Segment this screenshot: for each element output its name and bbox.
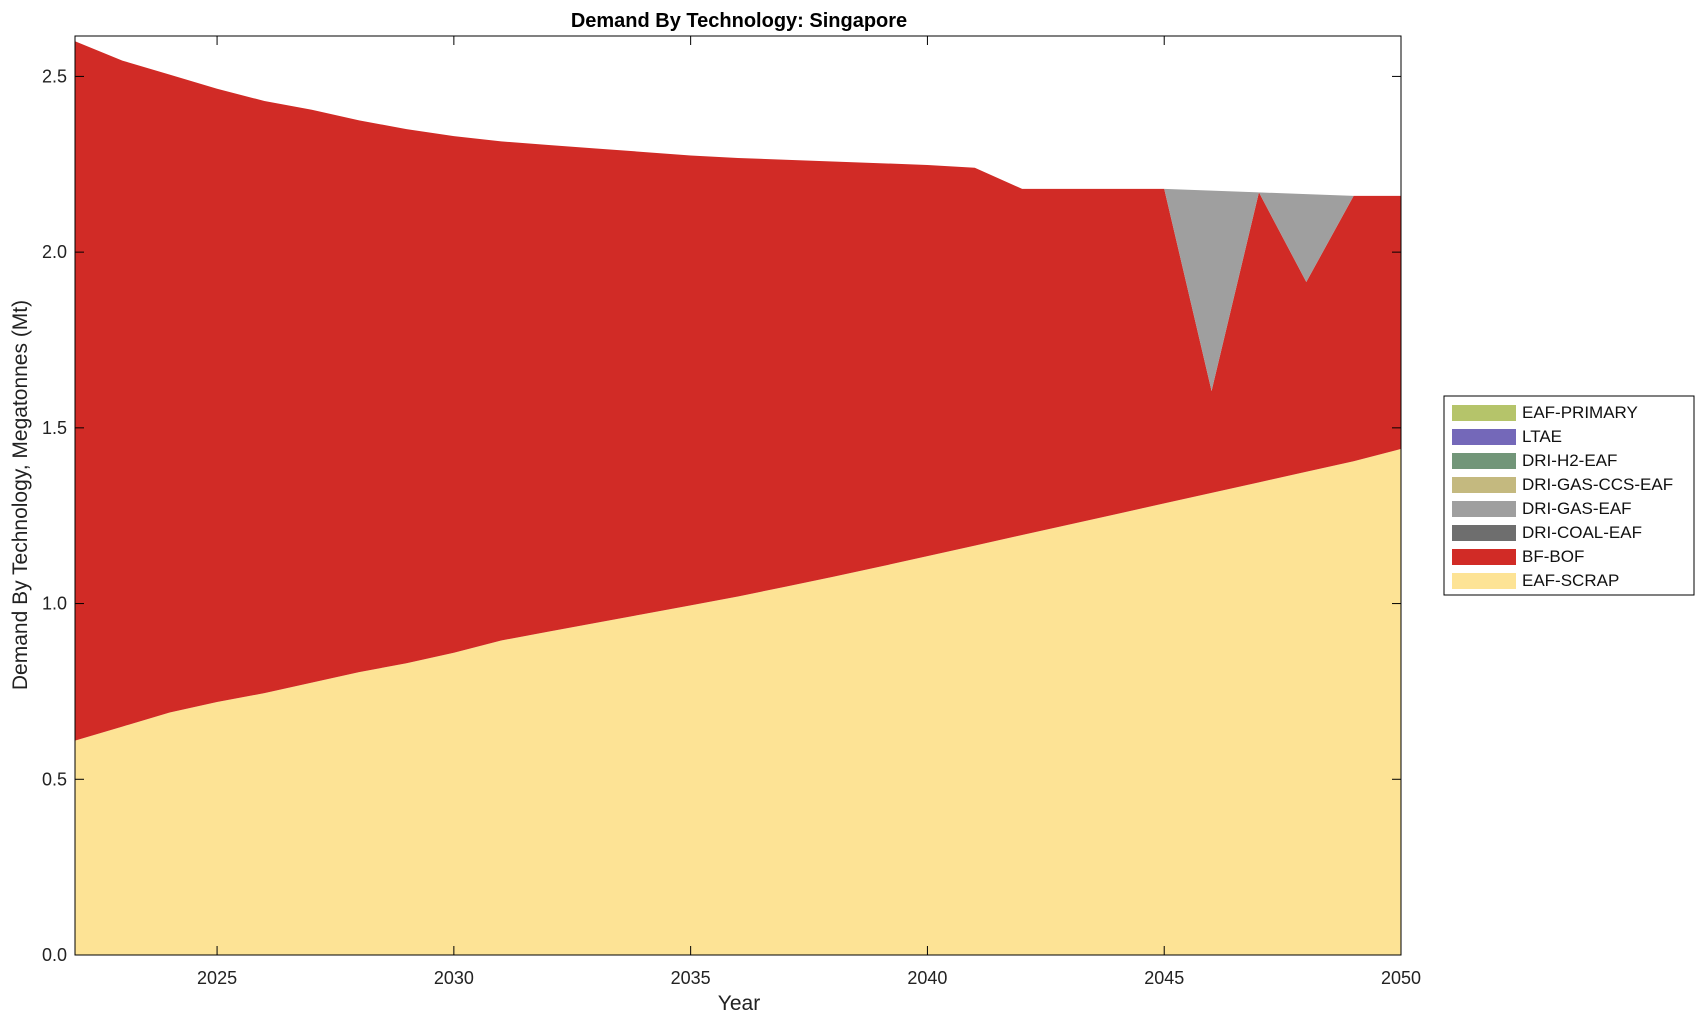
legend-swatch [1452,453,1516,469]
plot-areas [75,41,1401,955]
legend-swatch [1452,405,1516,421]
x-tick-label: 2030 [434,968,474,988]
legend-swatch [1452,501,1516,517]
legend-label: DRI-GAS-CCS-EAF [1522,475,1673,494]
x-tick-label: 2045 [1144,968,1184,988]
x-tick-label: 2035 [671,968,711,988]
y-tick-label: 0.5 [42,769,67,789]
legend-label: DRI-H2-EAF [1522,451,1617,470]
area-bf-bof [75,41,1401,741]
x-tick-label: 2025 [197,968,237,988]
y-axis-label: Demand By Technology, Megatonnes (Mt) [9,300,32,690]
x-tick-label: 2040 [907,968,947,988]
legend-label: DRI-GAS-EAF [1522,499,1632,518]
y-tick-label: 1.5 [42,418,67,438]
legend-swatch [1452,429,1516,445]
legend-label: DRI-COAL-EAF [1522,523,1642,542]
legend-swatch [1452,549,1516,565]
legend-swatch [1452,573,1516,589]
legend: EAF-PRIMARY LTAE DRI-H2-EAF DRI-GAS-CCS-EAF… [1443,395,1695,596]
x-tick-label: 2050 [1381,968,1421,988]
legend-label: EAF-SCRAP [1522,571,1619,590]
y-tick-label: 2.0 [42,242,67,262]
legend-label: LTAE [1522,427,1562,446]
legend-label: BF-BOF [1522,547,1584,566]
legend-swatch [1452,525,1516,541]
legend-label: EAF-PRIMARY [1522,403,1638,422]
x-axis-label: Year [718,992,760,1015]
y-tick-label: 0.0 [42,945,67,965]
y-tick-label: 2.5 [42,66,67,86]
area-eaf-scrap [75,448,1401,955]
y-tick-label: 1.0 [42,594,67,614]
legend-swatch [1452,477,1516,493]
chart-title: Demand By Technology: Singapore [571,10,907,32]
x-axis-ticks: 2025 2030 2035 2040 2045 2050 [197,36,1421,988]
plot-frame [74,35,1402,956]
y-axis-ticks: 0.0 0.5 1.0 1.5 2.0 2.5 [42,66,1401,965]
